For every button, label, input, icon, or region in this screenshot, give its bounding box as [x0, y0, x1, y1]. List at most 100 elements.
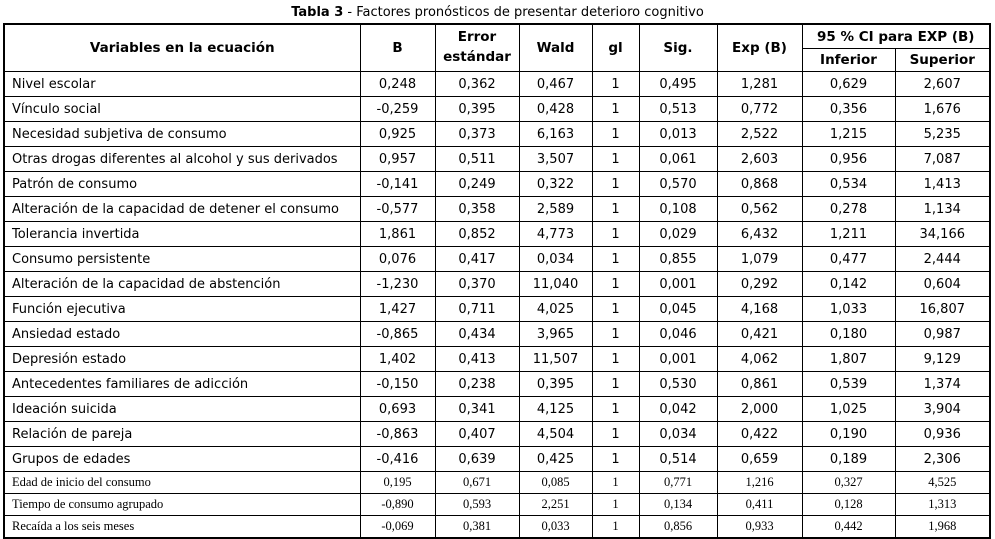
cell-error: 0,711: [434, 296, 520, 322]
table-row: Nivel escolar 0,248 0,362 0,467 1 0,495 …: [3, 71, 991, 97]
cell-superior: 1,968: [894, 515, 991, 539]
cell-exp-b: 1,281: [716, 71, 803, 97]
cell-wald: 0,085: [518, 471, 593, 494]
cell-gl: 1: [591, 246, 640, 272]
cell-error: 0,413: [434, 346, 520, 372]
cell-b: -0,890: [359, 493, 436, 516]
cell-exp-b: 0,933: [716, 515, 803, 539]
cell-error: 0,407: [434, 421, 520, 447]
cell-wald: 0,395: [518, 371, 593, 397]
cell-superior: 0,604: [894, 271, 991, 297]
cell-error: 0,381: [434, 515, 520, 539]
cell-gl: 1: [591, 371, 640, 397]
table-row: Ansiedad estado -0,865 0,434 3,965 1 0,0…: [3, 321, 991, 347]
cell-error: 0,671: [434, 471, 520, 494]
cell-sig: 0,771: [638, 471, 718, 494]
cell-gl: 1: [591, 296, 640, 322]
cell-sig: 0,108: [638, 196, 718, 222]
cell-exp-b: 0,861: [716, 371, 803, 397]
cell-sig: 0,029: [638, 221, 718, 247]
cell-variable: Otras drogas diferentes al alcohol y sus…: [3, 146, 361, 172]
cell-error: 0,358: [434, 196, 520, 222]
cell-gl: 1: [591, 346, 640, 372]
cell-inferior: 0,534: [801, 171, 896, 197]
cell-exp-b: 2,000: [716, 396, 803, 422]
cell-sig: 0,570: [638, 171, 718, 197]
cell-b: 0,076: [359, 246, 436, 272]
cell-sig: 0,013: [638, 121, 718, 147]
table-row: Depresión estado 1,402 0,413 11,507 1 0,…: [3, 346, 991, 372]
cell-superior: 9,129: [894, 346, 991, 372]
table-row: Alteración de la capacidad de abstención…: [3, 271, 991, 297]
cell-wald: 0,467: [518, 71, 593, 97]
header-inferior: Inferior: [801, 48, 896, 72]
cell-gl: 1: [591, 321, 640, 347]
cell-wald: 11,507: [518, 346, 593, 372]
table-title-text: - Factores pronósticos de presentar dete…: [343, 5, 704, 20]
cell-exp-b: 4,168: [716, 296, 803, 322]
cell-superior: 1,134: [894, 196, 991, 222]
cell-sig: 0,061: [638, 146, 718, 172]
cell-variable: Edad de inicio del consumo: [3, 471, 361, 494]
cell-superior: 7,087: [894, 146, 991, 172]
cell-error: 0,370: [434, 271, 520, 297]
cell-sig: 0,514: [638, 446, 718, 472]
cell-wald: 2,589: [518, 196, 593, 222]
cell-wald: 6,163: [518, 121, 593, 147]
cell-wald: 0,425: [518, 446, 593, 472]
cell-exp-b: 0,421: [716, 321, 803, 347]
cell-variable: Consumo persistente: [3, 246, 361, 272]
cell-sig: 0,045: [638, 296, 718, 322]
cell-variable: Alteración de la capacidad de abstención: [3, 271, 361, 297]
cell-b: -0,577: [359, 196, 436, 222]
cell-gl: 1: [591, 493, 640, 516]
cell-inferior: 1,033: [801, 296, 896, 322]
header-gl: gl: [591, 23, 640, 72]
cell-error: 0,639: [434, 446, 520, 472]
cell-b: 1,861: [359, 221, 436, 247]
cell-wald: 3,965: [518, 321, 593, 347]
cell-variable: Patrón de consumo: [3, 171, 361, 197]
table-body: Nivel escolar 0,248 0,362 0,467 1 0,495 …: [3, 71, 991, 539]
cell-inferior: 0,477: [801, 246, 896, 272]
cell-inferior: 0,442: [801, 515, 896, 539]
table-row: Antecedentes familiares de adicción -0,1…: [3, 371, 991, 397]
cell-variable: Tolerancia invertida: [3, 221, 361, 247]
cell-variable: Recaída a los seis meses: [3, 515, 361, 539]
cell-exp-b: 1,079: [716, 246, 803, 272]
cell-wald: 4,504: [518, 421, 593, 447]
prognostic-factors-table: Variables en la ecuación B Error estánda…: [3, 23, 992, 539]
cell-b: -0,863: [359, 421, 436, 447]
cell-b: 0,195: [359, 471, 436, 494]
cell-variable: Ansiedad estado: [3, 321, 361, 347]
cell-superior: 2,444: [894, 246, 991, 272]
cell-variable: Nivel escolar: [3, 71, 361, 97]
header-variables: Variables en la ecuación: [3, 23, 361, 72]
table-row: Recaída a los seis meses -0,069 0,381 0,…: [3, 515, 991, 539]
cell-gl: 1: [591, 171, 640, 197]
cell-sig: 0,530: [638, 371, 718, 397]
cell-exp-b: 2,603: [716, 146, 803, 172]
cell-b: 0,925: [359, 121, 436, 147]
header-error-estandar: Error estándar: [434, 23, 520, 72]
cell-exp-b: 0,411: [716, 493, 803, 516]
cell-sig: 0,856: [638, 515, 718, 539]
cell-gl: 1: [591, 421, 640, 447]
table-title: Tabla 3 - Factores pronósticos de presen…: [0, 0, 995, 22]
table-row: Tiempo de consumo agrupado -0,890 0,593 …: [3, 493, 991, 516]
cell-b: 0,248: [359, 71, 436, 97]
cell-superior: 1,676: [894, 96, 991, 122]
cell-wald: 4,025: [518, 296, 593, 322]
table-row: Otras drogas diferentes al alcohol y sus…: [3, 146, 991, 172]
cell-inferior: 1,211: [801, 221, 896, 247]
table-row: Vínculo social -0,259 0,395 0,428 1 0,51…: [3, 96, 991, 122]
cell-wald: 3,507: [518, 146, 593, 172]
table-row: Patrón de consumo -0,141 0,249 0,322 1 0…: [3, 171, 991, 197]
cell-superior: 2,306: [894, 446, 991, 472]
cell-superior: 0,987: [894, 321, 991, 347]
table-row: Tolerancia invertida 1,861 0,852 4,773 1…: [3, 221, 991, 247]
cell-inferior: 0,356: [801, 96, 896, 122]
cell-exp-b: 0,422: [716, 421, 803, 447]
cell-inferior: 0,128: [801, 493, 896, 516]
cell-exp-b: 0,659: [716, 446, 803, 472]
